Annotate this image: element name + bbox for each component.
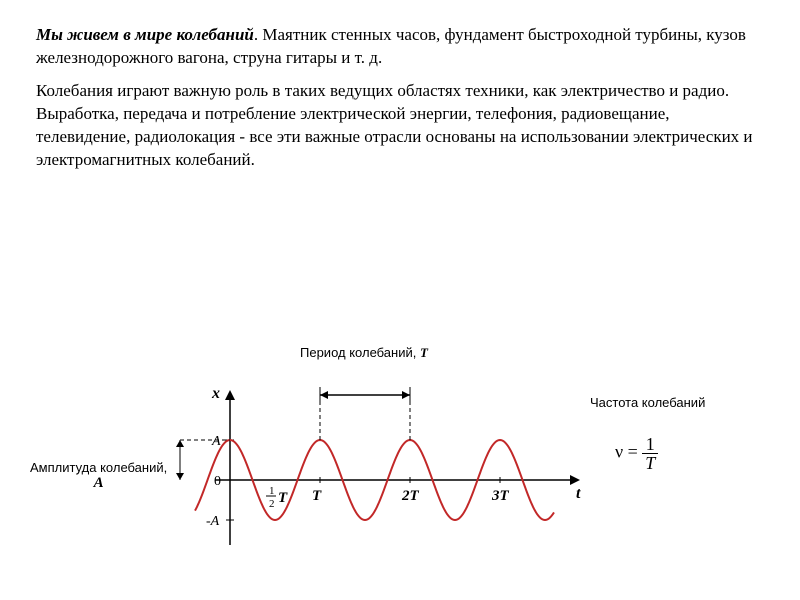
svg-text:T: T bbox=[312, 488, 322, 504]
oscillation-chart: xtA0-A12TT2T3T Период колебаний, T Ампли… bbox=[60, 340, 740, 570]
frequency-label: Частота колебаний bbox=[590, 395, 705, 410]
lead-phrase: Мы живем в мире колебаний bbox=[36, 25, 254, 44]
svg-text:x: x bbox=[211, 385, 220, 402]
svg-text:T: T bbox=[278, 490, 288, 506]
period-label: Период колебаний, T bbox=[300, 345, 428, 361]
svg-text:1: 1 bbox=[269, 485, 275, 497]
paragraph-1: Мы живем в мире колебаний. Маятник стенн… bbox=[36, 24, 764, 70]
svg-text:2T: 2T bbox=[401, 488, 420, 504]
svg-text:A: A bbox=[211, 434, 221, 449]
amplitude-label: Амплитуда колебаний, A bbox=[30, 460, 167, 492]
svg-text:2: 2 bbox=[269, 498, 275, 510]
paragraph-2: Колебания играют важную роль в таких вед… bbox=[36, 80, 764, 172]
svg-text:0: 0 bbox=[214, 474, 221, 489]
svg-text:t: t bbox=[576, 485, 581, 502]
svg-text:-A: -A bbox=[206, 514, 220, 529]
svg-text:3T: 3T bbox=[491, 488, 510, 504]
frequency-formula: ν = 1 T bbox=[615, 435, 658, 472]
